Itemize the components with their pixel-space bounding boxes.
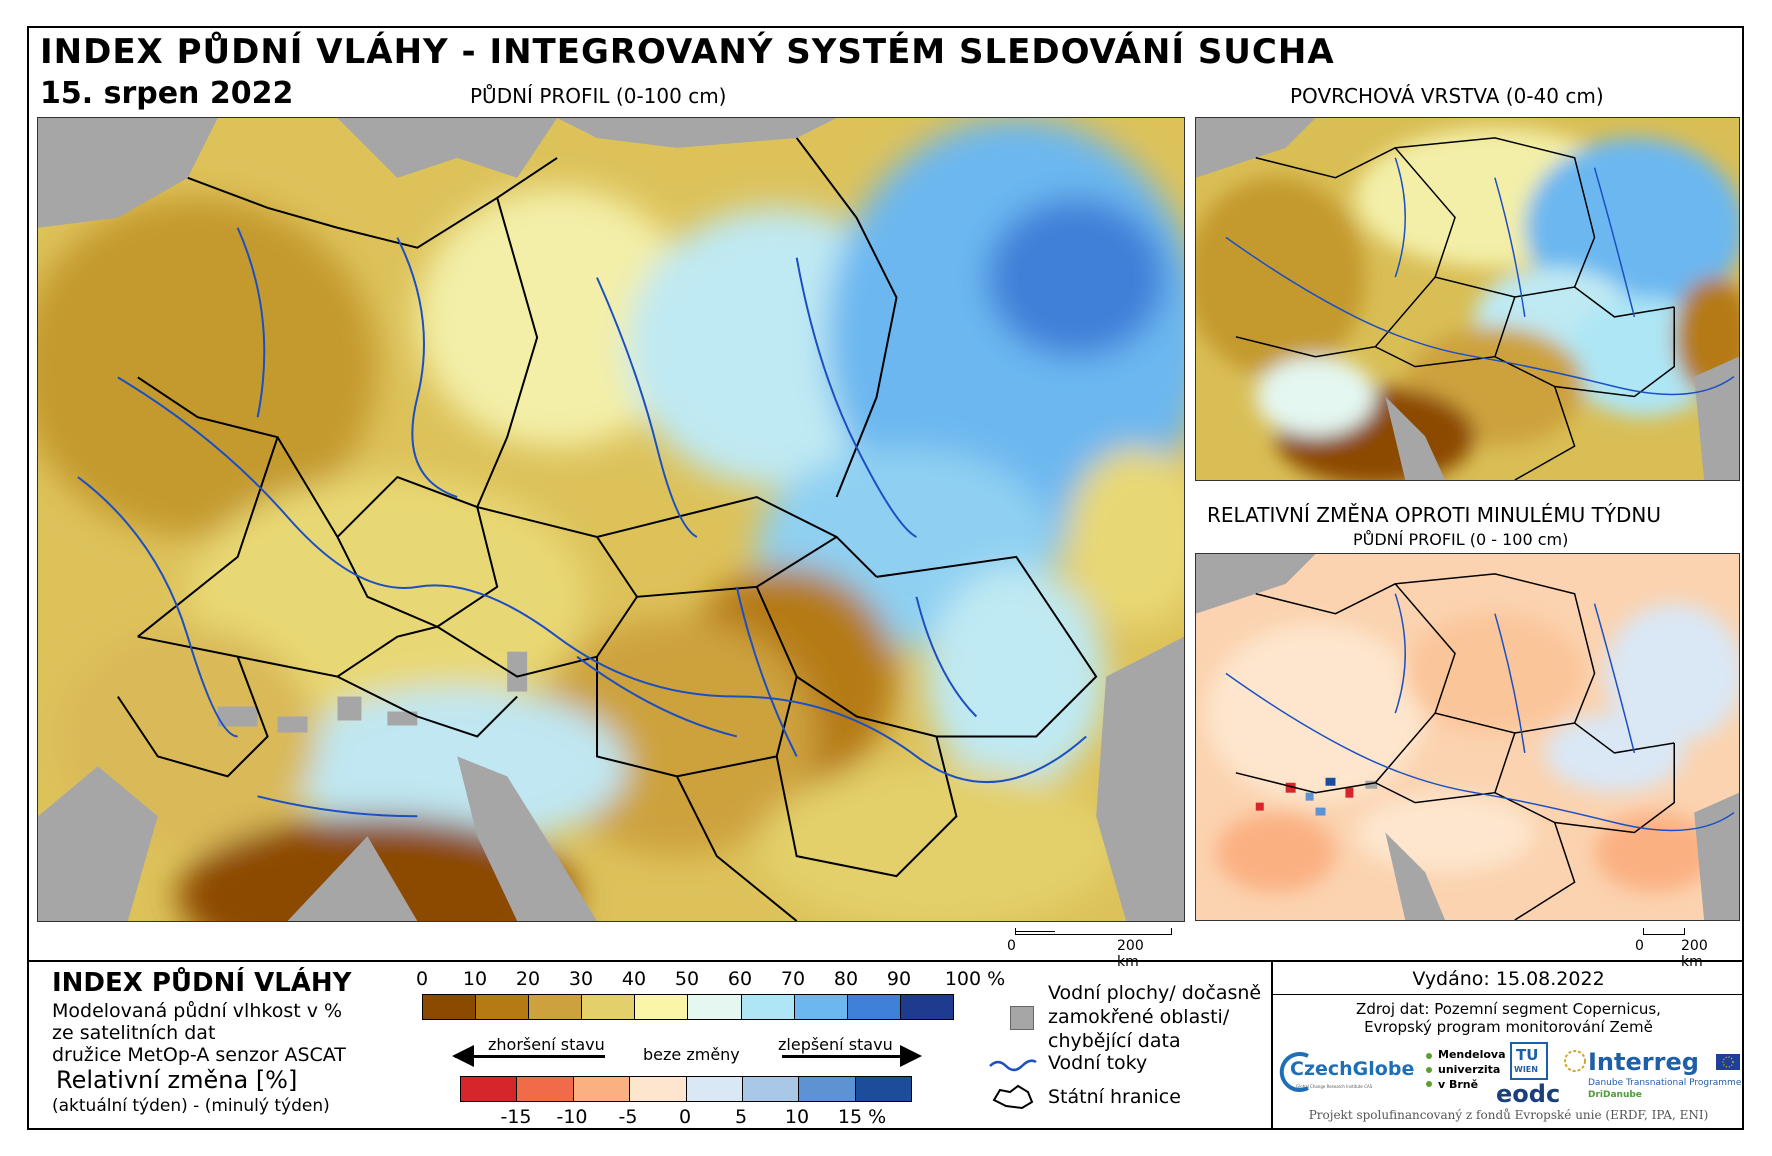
map-frame: [27, 26, 1744, 1130]
main-scale-distance: 200 km: [1117, 938, 1144, 970]
index-swatch-4: [635, 995, 689, 1019]
water-area-swatch: [1010, 1006, 1034, 1030]
interreg-subtext: Danube Transnational Programme: [1588, 1078, 1742, 1088]
relative-change-map[interactable]: [1195, 553, 1740, 921]
worse-arrow-shaft: [455, 1055, 605, 1058]
index-tick: 40: [621, 968, 647, 990]
change-tick: -5: [618, 1106, 638, 1128]
index-tick: 80: [833, 968, 859, 990]
border-outline-icon: [992, 1084, 1034, 1110]
main-scale-zero: 0: [1007, 938, 1016, 954]
tu-wien-subtext: WIEN: [1514, 1065, 1538, 1074]
water-label-2: zamokřené oblasti/: [1048, 1006, 1230, 1028]
change-map-subcaption: PŮDNÍ PROFIL (0 - 100 cm): [1353, 530, 1569, 549]
index-tick: 10: [462, 968, 488, 990]
legend-desc-line-3: družice MetOp-A senzor ASCAT: [52, 1044, 346, 1066]
water-label-1: Vodní plochy/ dočasně: [1048, 982, 1262, 1004]
change-colorbar: [460, 1076, 912, 1102]
legend-desc-line-2: ze satelitních dat: [52, 1022, 216, 1044]
dridanube-name: DriDanube: [1588, 1090, 1642, 1100]
index-swatch-2: [529, 995, 583, 1019]
change-tick-labels: -15 -10 -5 0 5 10 15 %: [0, 1106, 1000, 1130]
change-swatch-2: [573, 1077, 631, 1101]
index-tick: 30: [568, 968, 594, 990]
index-colorbar: [422, 994, 954, 1020]
change-swatch-1: [517, 1077, 574, 1101]
change-tick: 5: [734, 1106, 748, 1128]
main-map-caption: PŮDNÍ PROFIL (0-100 cm): [470, 84, 727, 108]
worse-label: zhoršení stavu: [488, 1035, 605, 1054]
index-tick: 100 %: [944, 968, 1006, 990]
issued-underline: [1273, 994, 1744, 995]
czechglobe-name: CzechGlobe: [1290, 1058, 1415, 1080]
index-tick: 20: [515, 968, 541, 990]
page-title: INDEX PŮDNÍ VLÁHY - INTEGROVANÝ SYSTÉM S…: [40, 32, 1335, 72]
rivers-label: Vodní toky: [1048, 1052, 1148, 1074]
surface-layer-map[interactable]: [1195, 117, 1740, 481]
index-tick: 90: [886, 968, 912, 990]
mendel-line-1: Mendelova: [1438, 1048, 1506, 1061]
index-tick: 0: [415, 968, 429, 990]
legend-title: INDEX PŮDNÍ VLÁHY: [52, 968, 352, 998]
legend-separator: [27, 960, 1744, 962]
issued-date: Vydáno: 15.08.2022: [1412, 968, 1605, 990]
index-swatch-9: [900, 995, 953, 1019]
surface-map-caption: POVRCHOVÁ VRSTVA (0-40 cm): [1290, 84, 1604, 108]
borders-label: Státní hranice: [1048, 1086, 1181, 1108]
mendel-line-3: v Brně: [1438, 1078, 1479, 1091]
czechglobe-logo: CzechGlobe Global Change Research Instit…: [1278, 1050, 1415, 1096]
change-map-caption: RELATIVNÍ ZMĚNA OPROTI MINULÉMU TÝDNU: [1207, 503, 1662, 527]
river-line-icon: [989, 1059, 1037, 1072]
index-swatch-0: [423, 995, 477, 1019]
change-tick: 0: [678, 1106, 692, 1128]
change-tick: -15: [500, 1106, 532, 1128]
index-tick: 50: [674, 968, 700, 990]
index-tick-labels: 0 10 20 30 40 50 60 70 80 90 100 %: [0, 968, 1005, 992]
index-swatch-3: [582, 995, 636, 1019]
change-swatch-3: [630, 1077, 687, 1101]
index-tick: 70: [780, 968, 806, 990]
index-swatch-6: [741, 995, 795, 1019]
mendel-line-2: univerzita: [1438, 1063, 1501, 1076]
interreg-name: Interreg: [1588, 1048, 1699, 1076]
better-label: zlepšení stavu: [778, 1035, 893, 1054]
small-scale-zero: 0: [1635, 938, 1644, 954]
better-arrow-shaft: [782, 1055, 902, 1058]
main-soil-moisture-map[interactable]: [37, 117, 1185, 922]
change-swatch-0: [461, 1077, 518, 1101]
map-date: 15. srpen 2022: [40, 76, 294, 111]
source-line-2: Evropský program monitorování Země: [1364, 1018, 1653, 1036]
better-arrow-icon: [900, 1045, 922, 1067]
info-separator: [1271, 960, 1273, 1130]
change-tick: 10: [784, 1106, 810, 1128]
change-swatch-5: [742, 1077, 800, 1101]
relative-change-subtitle: (aktuální týden) - (minulý týden): [52, 1096, 330, 1116]
eodc-logo: eodc: [1496, 1080, 1561, 1108]
change-swatch-7: [855, 1077, 911, 1101]
index-swatch-8: [847, 995, 901, 1019]
index-tick: 60: [727, 968, 753, 990]
water-label-3: chybějící data: [1048, 1030, 1181, 1052]
change-tick: 15 %: [837, 1106, 887, 1128]
no-change-label: beze změny: [643, 1045, 740, 1064]
small-scale-distance: 200 km: [1681, 938, 1708, 970]
index-swatch-1: [476, 995, 530, 1019]
change-swatch-4: [686, 1077, 743, 1101]
interreg-logo: Interreg Danube Transnational Programme …: [1562, 1044, 1742, 1104]
change-tick: -10: [556, 1106, 588, 1128]
relative-change-title: Relativní změna [%]: [56, 1066, 298, 1094]
source-line-1: Zdroj dat: Pozemní segment Copernicus,: [1356, 1000, 1661, 1018]
czechglobe-subtext: Global Change Research Institute CAS: [1296, 1084, 1373, 1089]
tu-wien-name: TU: [1516, 1046, 1539, 1064]
funding-note: Projekt spolufinancovaný z fondů Evropsk…: [1308, 1108, 1709, 1122]
index-swatch-7: [794, 995, 848, 1019]
mendel-logo: Mendelova univerzita v Brně: [1424, 1046, 1506, 1102]
change-swatch-6: [799, 1077, 856, 1101]
legend-desc-line-1: Modelovaná půdní vlhkost v %: [52, 1000, 343, 1022]
index-swatch-5: [688, 995, 742, 1019]
worse-arrow-icon: [452, 1045, 474, 1067]
tu-wien-logo: TU WIEN: [1510, 1042, 1548, 1080]
